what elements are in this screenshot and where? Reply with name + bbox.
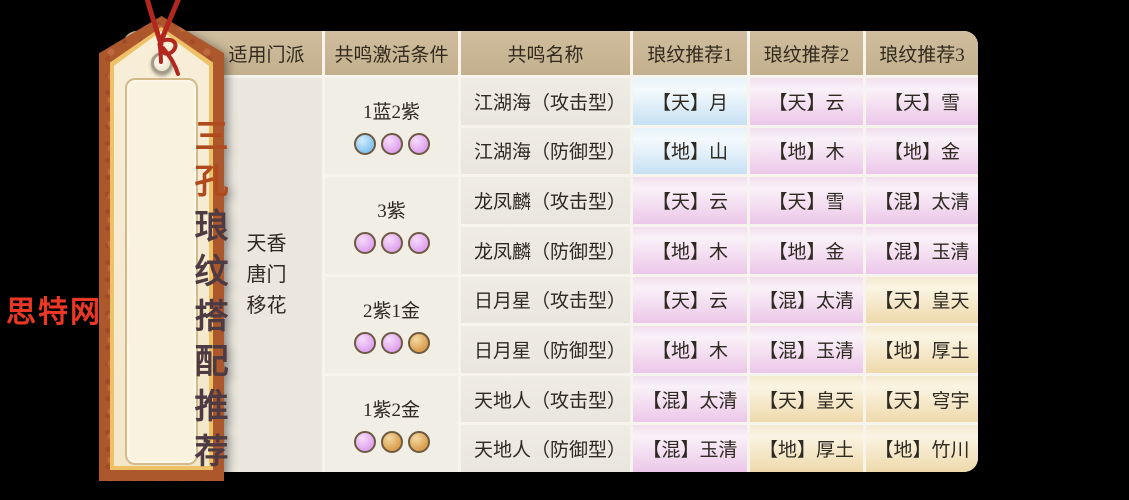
recommendation-cell: 【混】太清 xyxy=(750,276,863,324)
recommendation-cell: 【地】山 xyxy=(633,127,747,175)
resonance-name-cell: 江湖海（防御型） xyxy=(461,127,630,175)
orb-row xyxy=(353,232,430,255)
blue-orb-icon xyxy=(353,133,376,156)
purple-orb-icon xyxy=(353,331,376,354)
sect-line: 移花 xyxy=(246,294,287,317)
condition-cell: 2紫1金 xyxy=(325,276,458,373)
recommendation-cell: 【地】金 xyxy=(750,226,863,274)
orb-row xyxy=(353,331,430,354)
purple-orb-icon xyxy=(380,331,403,354)
recommendation-cell: 【混】太清 xyxy=(866,177,978,224)
gold-orb-icon xyxy=(407,430,430,453)
resonance-name-cell: 龙凤麟（攻击型） xyxy=(461,177,630,224)
table-grid: 适用门派 共鸣激活条件 共鸣名称 琅纹推荐1 琅纹推荐2 琅纹推荐3 天香 唐门… xyxy=(123,31,978,472)
purple-orb-icon xyxy=(380,232,403,255)
recommendation-cell: 【天】云 xyxy=(633,177,747,224)
col-header-name: 共鸣名称 xyxy=(461,31,630,75)
purple-orb-icon xyxy=(380,133,403,156)
resonance-name-cell: 日月星（防御型） xyxy=(461,326,630,373)
resonance-name-cell: 龙凤麟（防御型） xyxy=(461,226,630,274)
recommendation-cell: 【地】金 xyxy=(866,127,978,175)
recommendation-cell: 【天】雪 xyxy=(750,177,863,224)
tag-plaque xyxy=(125,78,198,465)
recommendation-cell: 【地】木 xyxy=(633,326,747,373)
title-tag: 三孔琅纹搭配推荐 xyxy=(99,0,226,481)
recommendation-cell: 【天】皇天 xyxy=(750,375,863,423)
condition-label: 1紫2金 xyxy=(362,399,420,421)
recommendation-cell: 【混】玉清 xyxy=(866,226,978,274)
col-header-condition: 共鸣激活条件 xyxy=(325,31,458,75)
recommendation-cell: 【地】竹川 xyxy=(866,425,978,472)
recommendation-cell: 【天】穹宇 xyxy=(866,375,978,423)
condition-cell: 3紫 xyxy=(325,177,458,274)
recommendation-cell: 【天】云 xyxy=(633,276,747,324)
recommendation-cell: 【地】厚土 xyxy=(866,326,978,373)
recommendation-cell: 【地】木 xyxy=(750,127,863,175)
condition-cell: 1紫2金 xyxy=(325,375,458,472)
gold-orb-icon xyxy=(407,331,430,354)
tag-title-accent: 三孔 xyxy=(189,118,226,208)
recommendation-cell: 【天】雪 xyxy=(866,78,978,125)
purple-orb-icon xyxy=(407,133,430,156)
recommendation-cell: 【混】太清 xyxy=(633,375,747,423)
condition-label: 2紫1金 xyxy=(362,300,420,322)
sect-line: 天香 xyxy=(246,232,287,255)
col-header-rec2: 琅纹推荐2 xyxy=(750,31,863,75)
resonance-name-cell: 江湖海（攻击型） xyxy=(461,78,630,125)
watermark: 思特网 xyxy=(6,296,102,329)
tag-title-rest: 琅纹搭配推荐 xyxy=(189,208,226,478)
recommendation-cell: 【地】厚土 xyxy=(750,425,863,472)
recommendation-cell: 【混】玉清 xyxy=(750,326,863,373)
sect-line: 唐门 xyxy=(246,263,287,286)
col-header-rec1: 琅纹推荐1 xyxy=(633,31,747,75)
resonance-name-cell: 天地人（攻击型） xyxy=(461,375,630,423)
condition-label: 1蓝2紫 xyxy=(362,102,420,124)
recommendation-cell: 【天】月 xyxy=(633,78,747,125)
orb-row xyxy=(353,430,430,453)
condition-label: 3紫 xyxy=(377,201,406,223)
resonance-name-cell: 日月星（攻击型） xyxy=(461,276,630,324)
tag-title: 三孔琅纹搭配推荐 xyxy=(99,108,226,488)
purple-orb-icon xyxy=(353,232,376,255)
condition-cell: 1蓝2紫 xyxy=(325,78,458,175)
gold-orb-icon xyxy=(380,430,403,453)
recommendation-cell: 【天】云 xyxy=(750,78,863,125)
recommendation-cell: 【天】皇天 xyxy=(866,276,978,324)
recommendation-table: 适用门派 共鸣激活条件 共鸣名称 琅纹推荐1 琅纹推荐2 琅纹推荐3 天香 唐门… xyxy=(123,31,978,472)
purple-orb-icon xyxy=(407,232,430,255)
recommendation-cell: 【地】木 xyxy=(633,226,747,274)
purple-orb-icon xyxy=(353,430,376,453)
resonance-name-cell: 天地人（防御型） xyxy=(461,425,630,472)
col-header-rec3: 琅纹推荐3 xyxy=(866,31,978,75)
recommendation-cell: 【混】玉清 xyxy=(633,425,747,472)
red-string-icon xyxy=(144,0,181,76)
orb-row xyxy=(353,133,430,156)
